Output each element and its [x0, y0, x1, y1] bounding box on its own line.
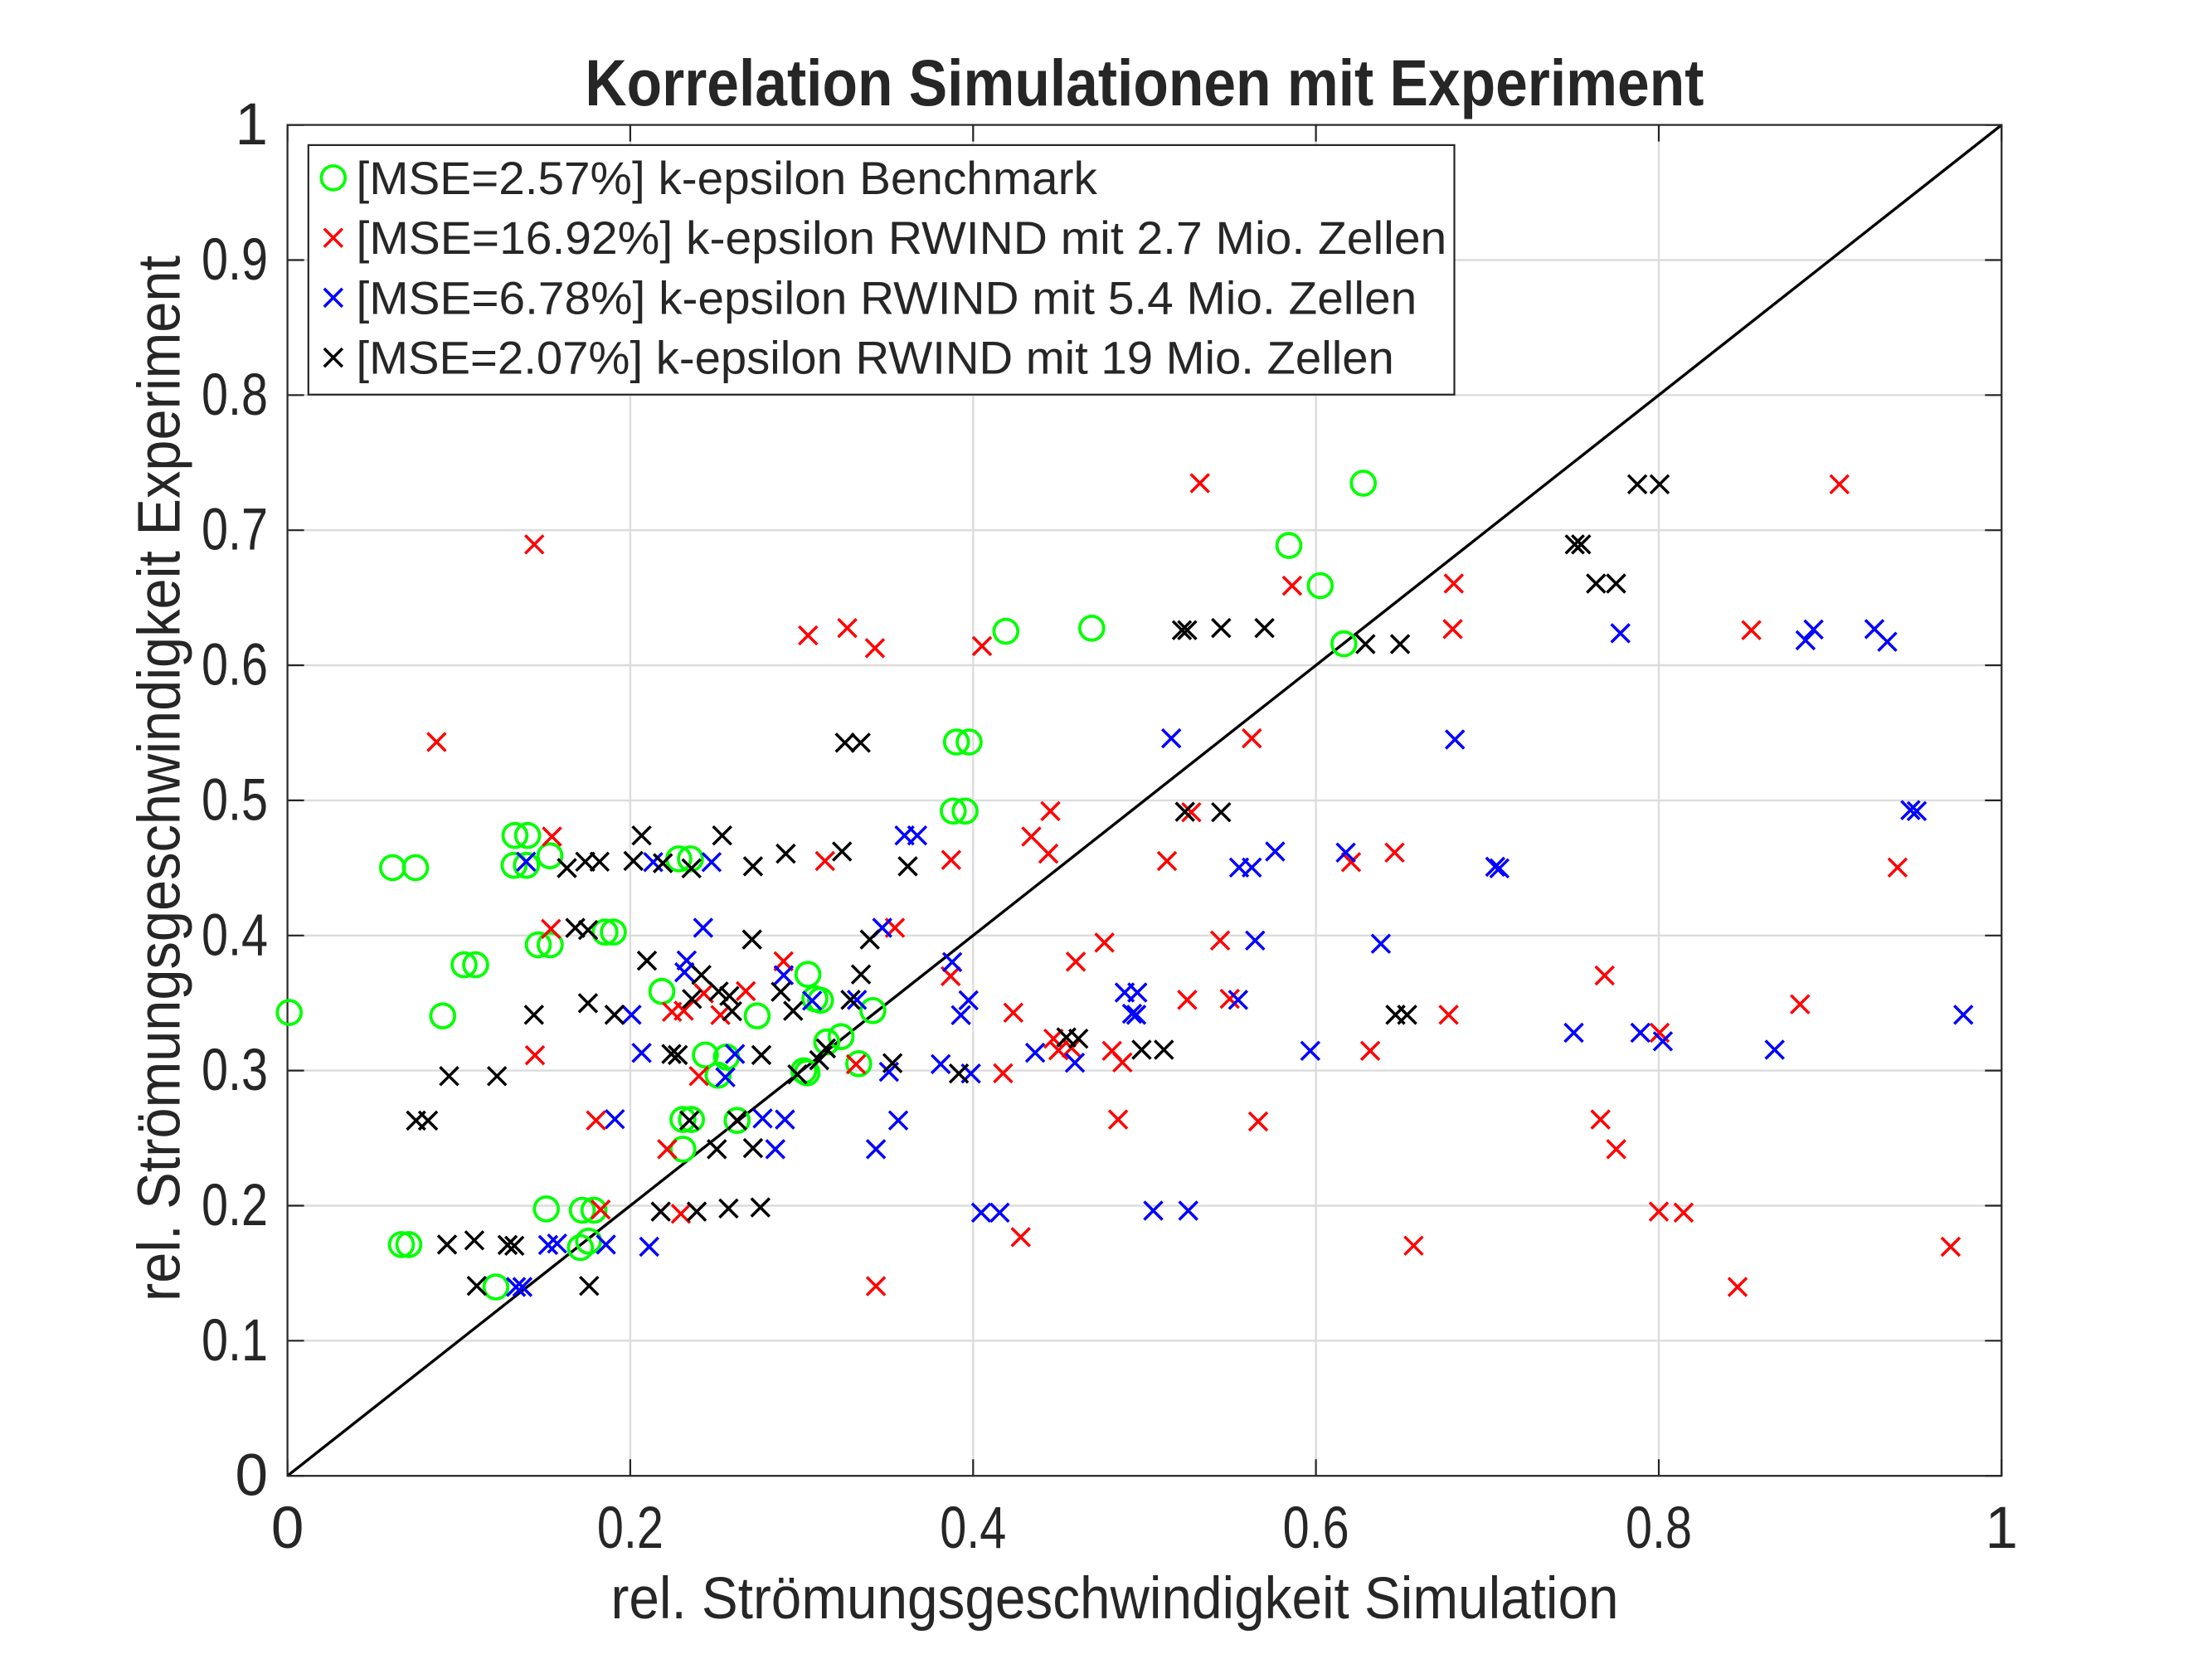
svg-text:0.3: 0.3	[202, 1038, 268, 1103]
svg-text:0.8: 0.8	[1626, 1496, 1692, 1561]
svg-text:0.5: 0.5	[202, 767, 268, 833]
svg-text:0.8: 0.8	[202, 362, 268, 428]
svg-text:0.2: 0.2	[202, 1173, 268, 1238]
svg-text:1: 1	[1986, 1496, 2019, 1561]
svg-text:0.7: 0.7	[202, 498, 268, 563]
svg-text:0.9: 0.9	[202, 227, 268, 293]
svg-text:[MSE=2.57%] k-epsilon Benchmar: [MSE=2.57%] k-epsilon Benchmark	[357, 152, 1098, 204]
svg-text:[MSE=16.92%] k-epsilon RWIND m: [MSE=16.92%] k-epsilon RWIND mit 2.7 Mio…	[357, 212, 1447, 264]
svg-text:0.2: 0.2	[597, 1496, 664, 1561]
svg-text:0.6: 0.6	[1283, 1496, 1349, 1561]
svg-text:0.4: 0.4	[940, 1496, 1006, 1561]
svg-text:0.1: 0.1	[202, 1308, 268, 1374]
svg-text:1: 1	[236, 92, 269, 158]
svg-text:0: 0	[236, 1443, 269, 1509]
svg-text:Korrelation Simulationen mit E: Korrelation Simulationen mit Experiment	[585, 46, 1704, 119]
svg-text:0.4: 0.4	[202, 902, 268, 968]
svg-text:0.6: 0.6	[202, 633, 268, 698]
svg-text:0: 0	[271, 1496, 304, 1561]
svg-text:rel. Strömungsgeschwindigkeit: rel. Strömungsgeschwindigkeit Simulation	[611, 1566, 1619, 1632]
svg-text:[MSE=6.78%] k-epsilon RWIND mi: [MSE=6.78%] k-epsilon RWIND mit 5.4 Mio.…	[357, 271, 1417, 324]
svg-text:rel. Strömungsgeschwindigkeit: rel. Strömungsgeschwindigkeit Experiment	[127, 255, 193, 1301]
svg-text:[MSE=2.07%] k-epsilon RWIND mi: [MSE=2.07%] k-epsilon RWIND mit 19 Mio. …	[357, 332, 1394, 384]
